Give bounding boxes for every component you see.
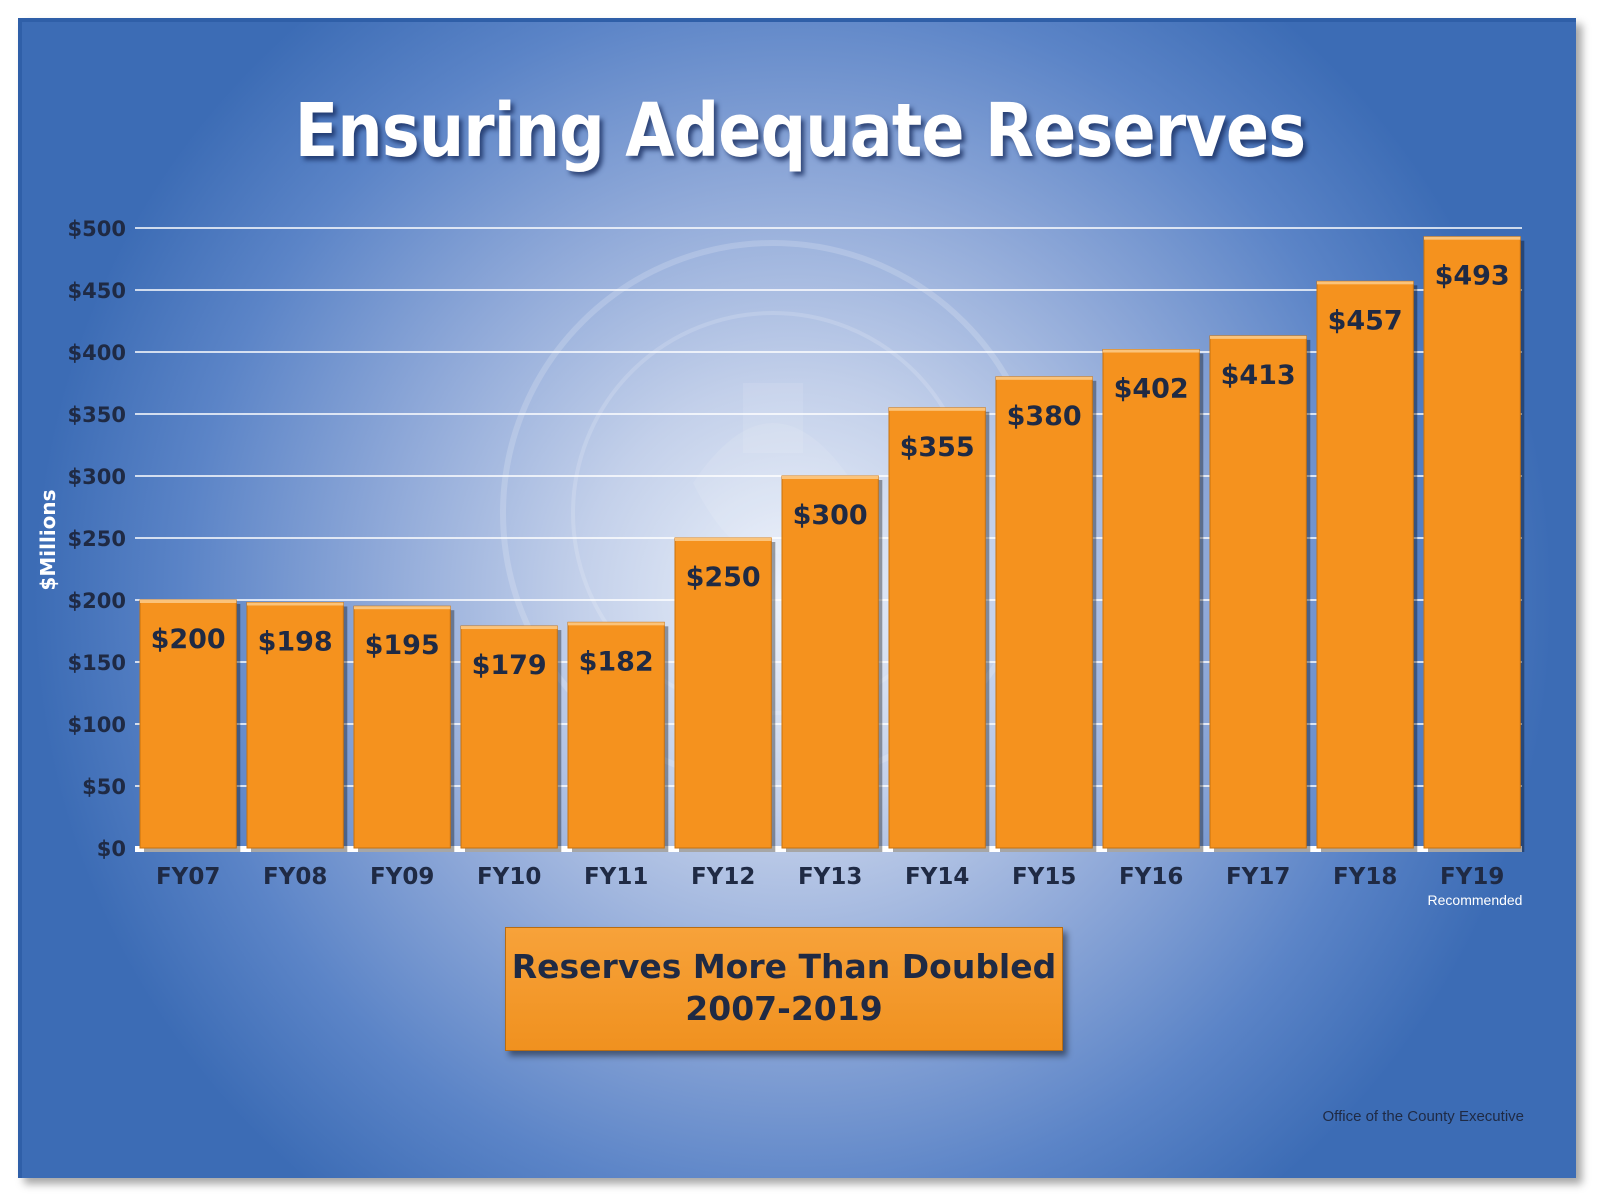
y-tick-label: $200 <box>68 589 126 613</box>
x-tick-label: FY11 <box>584 864 648 890</box>
bar-fy09: $195 <box>353 605 455 852</box>
data-label: $198 <box>258 626 333 657</box>
y-tick-label: $0 <box>97 837 126 861</box>
data-label: $195 <box>365 630 440 661</box>
bar <box>674 537 772 849</box>
fy19-note: Recommended <box>1427 892 1523 908</box>
bar-highlight <box>1424 236 1521 240</box>
callout-box: Reserves More Than Doubled 2007-2019 <box>505 927 1063 1051</box>
footer-credit: Office of the County Executive <box>1322 1108 1525 1125</box>
y-tick-label: $250 <box>68 527 126 551</box>
bar-highlight <box>996 376 1093 380</box>
bar <box>1209 335 1307 849</box>
data-label: $250 <box>686 562 761 593</box>
bar-fy11: $182 <box>567 621 669 852</box>
bar-highlight <box>568 622 665 626</box>
bar <box>460 625 558 849</box>
data-label: $402 <box>1114 374 1189 405</box>
callout-line-1: Reserves More Than Doubled <box>511 947 1057 986</box>
data-label: $179 <box>472 650 547 681</box>
bar-highlight <box>354 606 451 610</box>
bar-fy10: $179 <box>460 625 562 852</box>
callout-line-2: 2007-2019 <box>685 989 883 1028</box>
bar <box>781 475 879 849</box>
bar-highlight <box>889 407 986 411</box>
bar-fy07: $200 <box>139 599 241 852</box>
y-tick-label: $400 <box>68 341 126 365</box>
bar-fy13: $300 <box>781 475 883 852</box>
data-label: $300 <box>793 500 868 531</box>
bar-highlight <box>1103 349 1200 353</box>
bar-fy14: $355 <box>888 407 990 852</box>
bar <box>139 599 237 849</box>
bar-fy16: $402 <box>1102 349 1204 852</box>
data-label: $457 <box>1328 305 1403 336</box>
bar-highlight <box>1210 335 1307 339</box>
bar <box>567 621 665 849</box>
bar-highlight <box>247 602 344 606</box>
x-tick-label: FY16 <box>1119 864 1183 890</box>
data-label: $182 <box>579 646 654 677</box>
y-tick-label: $50 <box>82 775 126 799</box>
bar <box>246 601 344 849</box>
y-tick-label: $450 <box>68 279 126 303</box>
y-axis-ticks: $0 $50 $100 $150 $200 $250 $300 $350 $400 $450 $50… <box>68 217 126 861</box>
x-tick-label: FY17 <box>1226 864 1290 890</box>
y-tick-label: $300 <box>68 465 126 489</box>
bars: $200 $198 $195 $179 $182 $250 $300 $355 $380 $402… <box>139 236 1525 852</box>
x-tick-label: FY07 <box>156 864 220 890</box>
x-axis-labels: FY07 FY08 FY09 FY10 FY11 FY12 FY13 FY14 FY15 FY16… <box>156 864 1504 890</box>
page-title: Ensuring Adequate Reserves <box>294 88 1306 174</box>
data-label: $200 <box>151 624 226 655</box>
data-label: $355 <box>900 432 975 463</box>
x-tick-label: FY18 <box>1333 864 1397 890</box>
bar-fy18: $457 <box>1316 280 1418 852</box>
bar <box>995 376 1093 849</box>
bar-highlight <box>782 476 879 479</box>
x-tick-label: FY13 <box>798 864 862 890</box>
bar-fy17: $413 <box>1209 335 1311 852</box>
y-tick-label: $500 <box>68 217 126 241</box>
bar <box>888 407 986 849</box>
y-tick-label: $100 <box>68 713 126 737</box>
x-tick-label: FY14 <box>905 864 969 890</box>
bar-highlight <box>1317 281 1414 285</box>
bar <box>1316 280 1414 849</box>
data-label: $380 <box>1007 401 1082 432</box>
x-axis-baseline <box>135 846 1522 852</box>
bar-fy08: $198 <box>246 601 348 852</box>
bar <box>1423 236 1521 849</box>
x-tick-label: FY12 <box>691 864 755 890</box>
bar-highlight <box>461 626 558 630</box>
y-axis-title: $Millions <box>36 489 60 590</box>
bar-fy12: $250 <box>674 537 776 852</box>
data-label: $493 <box>1435 261 1510 292</box>
x-tick-label: FY10 <box>477 864 541 890</box>
bar-fy19: $493 <box>1423 236 1525 852</box>
x-tick-label: FY15 <box>1012 864 1076 890</box>
y-tick-label: $350 <box>68 403 126 427</box>
bar-highlight <box>675 538 772 541</box>
bar-highlight <box>140 600 237 603</box>
bar <box>353 605 451 849</box>
data-label: $413 <box>1221 360 1296 391</box>
bar-fy15: $380 <box>995 376 1097 852</box>
x-tick-label: FY09 <box>370 864 434 890</box>
x-tick-label: FY08 <box>263 864 327 890</box>
bar <box>1102 349 1200 849</box>
x-tick-label: FY19 <box>1440 864 1504 890</box>
y-tick-label: $150 <box>68 651 126 675</box>
